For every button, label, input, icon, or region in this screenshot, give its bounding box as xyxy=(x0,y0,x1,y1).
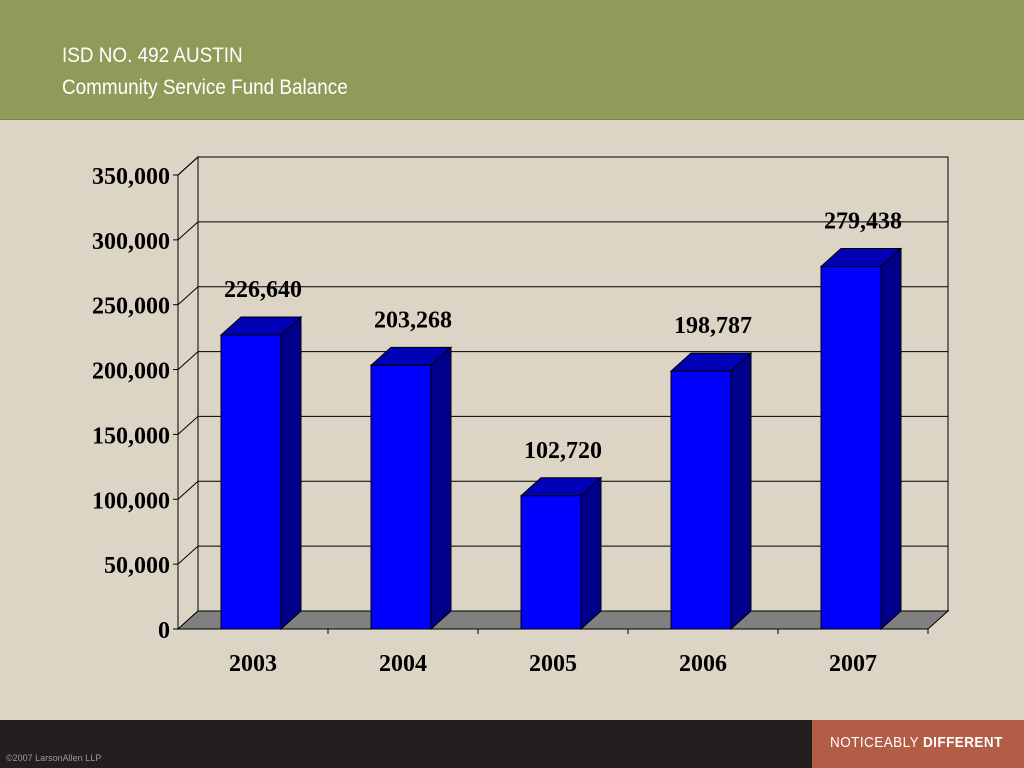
bar-value-label: 102,720 xyxy=(524,438,602,464)
bar xyxy=(220,334,282,630)
bar-side xyxy=(430,346,452,631)
x-category-label: 2007 xyxy=(829,651,877,677)
slide-subtitle: Community Service Fund Balance xyxy=(62,76,348,99)
y-tick-label: 150,000 xyxy=(92,423,170,449)
footer-bar: ©2007 LarsonAllen LLP NOTICEABLY DIFFERE… xyxy=(0,720,1024,768)
y-tick-label: 0 xyxy=(158,618,170,644)
tagline-regular: NOTICEABLY xyxy=(830,734,923,751)
bar-side xyxy=(730,352,752,631)
x-category-label: 2005 xyxy=(529,651,577,677)
y-tick-label: 250,000 xyxy=(92,294,170,320)
x-category-label: 2003 xyxy=(229,651,277,677)
bar-side xyxy=(280,315,302,631)
x-category-label: 2006 xyxy=(679,651,727,677)
title-banner: ISD NO. 492 AUSTIN Community Service Fun… xyxy=(0,0,1024,120)
chart-bars xyxy=(219,247,903,631)
tagline: NOTICEABLY DIFFERENT xyxy=(830,734,1003,751)
bar-value-label: 198,787 xyxy=(674,313,752,339)
bar-value-label: 226,640 xyxy=(224,277,302,303)
side-wall xyxy=(177,155,199,631)
gridline-side xyxy=(177,480,199,500)
gridline-side xyxy=(177,286,199,306)
x-category-label: 2004 xyxy=(379,651,427,677)
gridline-side xyxy=(177,545,199,565)
bar xyxy=(670,370,732,630)
gridline-side xyxy=(177,221,199,241)
bar-value-label: 203,268 xyxy=(374,307,452,333)
tagline-box: NOTICEABLY DIFFERENT xyxy=(812,720,1024,768)
tagline-bold: DIFFERENT xyxy=(922,734,1003,751)
y-tick-label: 200,000 xyxy=(92,359,170,385)
y-tick-label: 100,000 xyxy=(92,488,170,514)
bar-value-label: 279,438 xyxy=(824,209,902,235)
gridline-side xyxy=(177,416,199,435)
data-labels: 226,640 203,268 102,720 198,787 279,438 xyxy=(224,209,902,464)
bar xyxy=(370,364,432,630)
y-tick-label: 300,000 xyxy=(92,229,170,255)
bar xyxy=(520,495,582,630)
copyright-text: ©2007 LarsonAllen LLP xyxy=(6,753,102,763)
x-axis-labels: 2003 2004 2005 2006 2007 xyxy=(229,629,929,677)
bar-side xyxy=(880,247,902,631)
y-tick-label: 50,000 xyxy=(104,553,170,579)
y-axis-ticks: 0 50,000 100,000 150,000 200,000 250,000 300,0… xyxy=(92,164,928,644)
bar-side xyxy=(580,476,602,631)
slide-title: ISD NO. 492 AUSTIN xyxy=(62,44,243,67)
gridline-side xyxy=(177,351,199,370)
y-tick-label: 350,000 xyxy=(92,164,170,190)
bar xyxy=(820,266,882,630)
gridline-side xyxy=(177,156,199,176)
bar-chart: 0 50,000 100,000 150,000 200,000 250,000 300,0… xyxy=(92,155,950,677)
